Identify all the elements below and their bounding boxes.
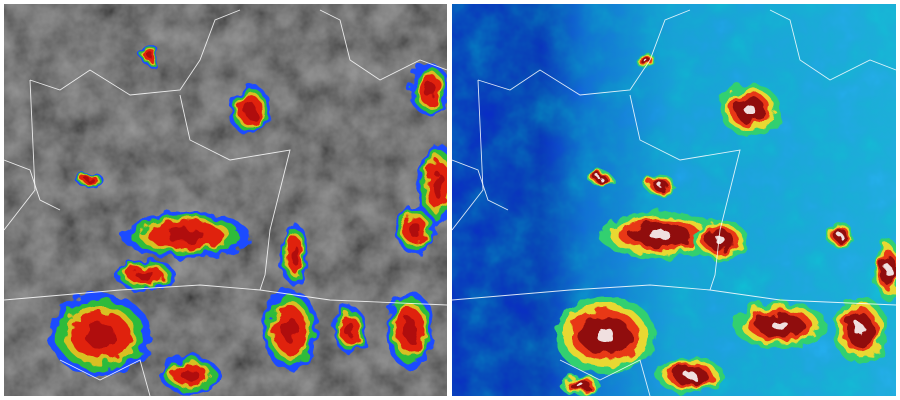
borders bbox=[4, 9, 447, 396]
infrared-panel bbox=[4, 4, 447, 396]
water-vapour-panel bbox=[452, 4, 896, 396]
cloud-texture bbox=[452, 4, 896, 396]
borders bbox=[452, 9, 896, 396]
